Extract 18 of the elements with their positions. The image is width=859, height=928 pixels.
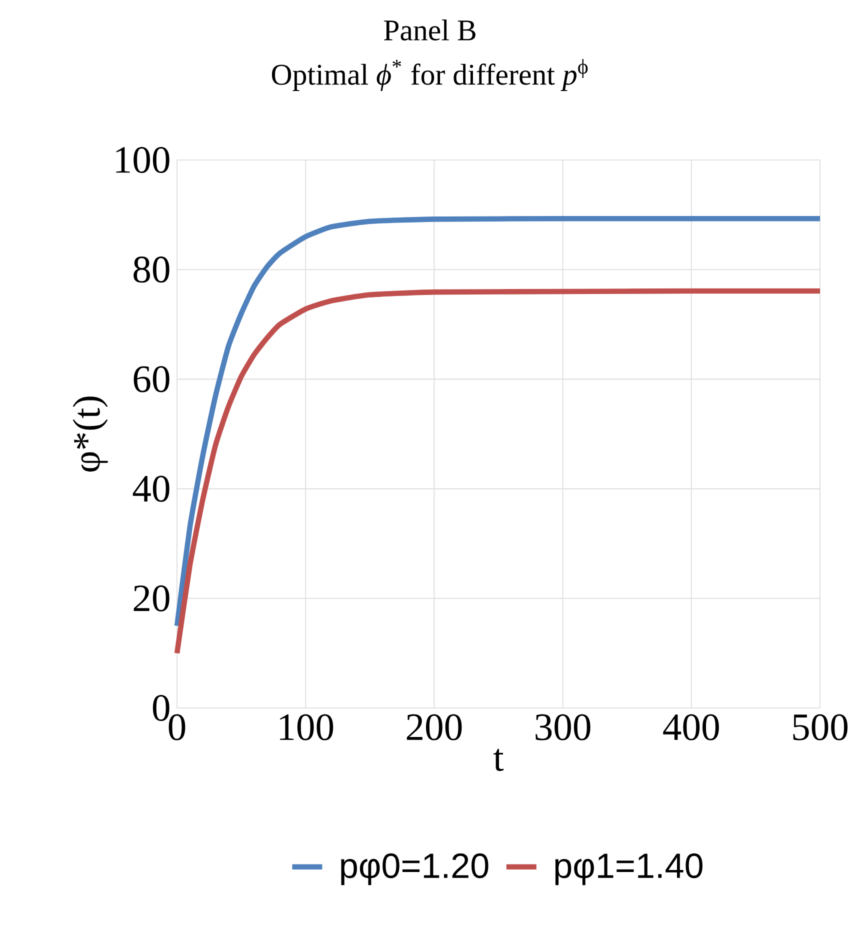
x-axis-title: t bbox=[494, 748, 504, 771]
legend-label: pφ0=1.20 bbox=[341, 853, 488, 886]
chart-subtitle: Optimal ϕ$^{*}$ for different p$^{ϕ}$ bbox=[272, 59, 588, 91]
y-tick-label: 40 bbox=[132, 476, 170, 502]
y-tick-label: 100 bbox=[116, 146, 170, 174]
x-tick-label: 400 bbox=[663, 714, 719, 740]
y-axis-title: φ*(t) bbox=[72, 396, 108, 472]
x-tick-label: 500 bbox=[793, 714, 848, 740]
chart-title: Panel B bbox=[384, 19, 476, 41]
y-tick-label: 0 bbox=[152, 694, 170, 722]
x-tick-label: 200 bbox=[406, 714, 462, 740]
y-tick-label: 80 bbox=[134, 256, 170, 283]
y-tick-label: 20 bbox=[134, 585, 170, 612]
legend-label: pφ1=1.40 bbox=[555, 853, 702, 886]
x-tick-label: 100 bbox=[280, 714, 334, 740]
y-tick-label: 60 bbox=[134, 366, 170, 392]
x-tick-label: 300 bbox=[536, 714, 590, 740]
x-tick-label: 0 bbox=[168, 714, 186, 740]
